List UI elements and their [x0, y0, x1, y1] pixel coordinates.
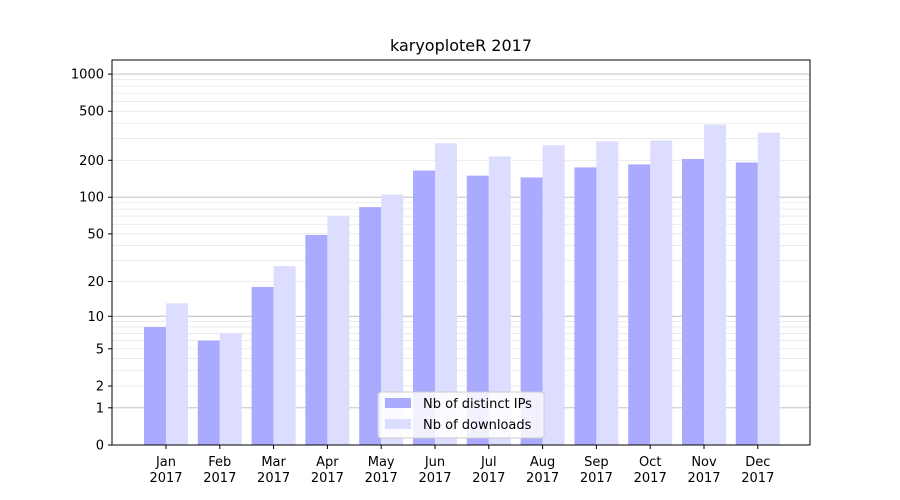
- bar-downloads-jul: [488, 156, 511, 446]
- legend-box: [377, 391, 545, 439]
- legend: Nb of distinct IPs Nb of downloads: [377, 391, 545, 439]
- x-tick-label-year: 2017: [418, 471, 451, 486]
- x-tick-label-month: Aug: [530, 455, 555, 470]
- x-tick-label-month: Jul: [480, 455, 497, 470]
- x-tick-label-year: 2017: [365, 471, 398, 486]
- bar-distinct-ips-jun: [413, 170, 435, 445]
- bar-distinct-ips-jul: [466, 175, 489, 446]
- y-tick-label: 0: [96, 439, 104, 454]
- y-tick-label: 20: [87, 275, 104, 290]
- x-tick-label-year: 2017: [311, 471, 344, 486]
- x-tick-label-year: 2017: [634, 471, 667, 486]
- y-tick-label: 5: [96, 342, 104, 357]
- y-tick-label: 1: [96, 401, 104, 416]
- chart-title: karyoploteR 2017: [390, 36, 532, 55]
- x-tick-label-year: 2017: [741, 471, 774, 486]
- x-tick-label-month: Mar: [261, 455, 286, 470]
- x-tick-label-month: Nov: [691, 455, 717, 470]
- y-tick-label: 2: [96, 380, 104, 395]
- bar-downloads-jan: [166, 303, 188, 445]
- x-tick-label-year: 2017: [580, 471, 613, 486]
- bar-distinct-ips-dec: [735, 162, 758, 445]
- x-tick-label-month: Jan: [155, 455, 176, 470]
- bar-distinct-ips-may: [359, 207, 382, 445]
- legend-swatch-downloads: [385, 419, 411, 429]
- bar-downloads-aug: [542, 145, 565, 445]
- y-axis: 0 1 2 5 10 20 50 100 200 500 1000: [71, 68, 112, 454]
- bar-distinct-ips-oct: [628, 164, 651, 446]
- bar-distinct-ips-sep: [574, 167, 597, 445]
- x-tick-label-month: Sep: [584, 455, 609, 470]
- x-tick-label-year: 2017: [257, 471, 290, 486]
- y-tick-label: 10: [87, 310, 104, 325]
- bar-distinct-ips-nov: [682, 158, 704, 445]
- x-tick-label-year: 2017: [472, 471, 505, 486]
- x-tick-label-month: May: [368, 455, 395, 470]
- y-tick-label: 1000: [71, 68, 104, 83]
- bar-downloads-mar: [273, 266, 296, 445]
- bar-distinct-ips-aug: [520, 177, 543, 445]
- x-tick-label-year: 2017: [687, 471, 720, 486]
- x-tick-label-month: Jun: [424, 455, 445, 470]
- bar-downloads-dec: [757, 132, 780, 446]
- y-tick-label: 200: [79, 154, 104, 169]
- bar-downloads-apr: [327, 216, 350, 445]
- plot-frame: [111, 59, 811, 446]
- x-tick-label-month: Feb: [208, 455, 231, 470]
- y-tick-label: 100: [79, 191, 104, 206]
- x-tick-label-month: Dec: [745, 455, 770, 470]
- x-tick-label-month: Apr: [316, 455, 339, 470]
- y-tick-label: 500: [79, 105, 104, 120]
- x-tick-label-year: 2017: [526, 471, 559, 486]
- bar-downloads-jun: [435, 143, 457, 445]
- bar-downloads-feb: [219, 333, 242, 445]
- x-tick-label-year: 2017: [203, 471, 236, 486]
- bar-downloads-nov: [704, 124, 726, 446]
- bar-distinct-ips-apr: [305, 234, 328, 445]
- x-tick-label-year: 2017: [149, 471, 182, 486]
- bar-distinct-ips-jan: [144, 327, 166, 445]
- bar-downloads-may: [381, 194, 404, 445]
- bars: [144, 124, 780, 446]
- x-tick-label-month: Oct: [639, 455, 661, 470]
- x-axis: Jan2017Feb2017Mar2017Apr2017May2017Jun20…: [149, 445, 774, 486]
- bar-downloads-sep: [596, 141, 619, 445]
- bar-distinct-ips-feb: [197, 340, 220, 445]
- bar-downloads-oct: [650, 140, 673, 445]
- y-tick-label: 50: [87, 227, 104, 242]
- legend-label-distinct-ips: Nb of distinct IPs: [423, 397, 532, 412]
- bar-distinct-ips-mar: [251, 286, 274, 445]
- legend-swatch-distinct-ips: [385, 398, 411, 408]
- legend-label-downloads: Nb of downloads: [423, 418, 532, 433]
